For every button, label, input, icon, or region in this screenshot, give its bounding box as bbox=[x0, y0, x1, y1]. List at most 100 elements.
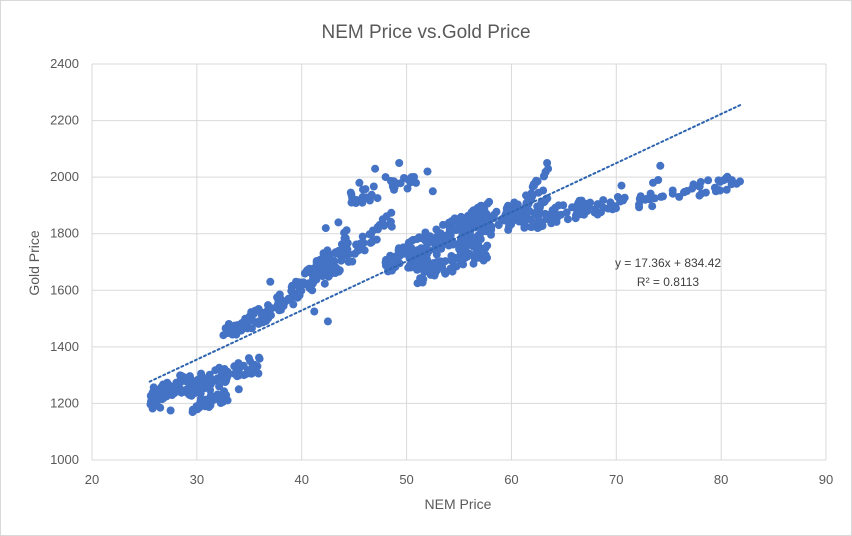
data-point bbox=[373, 225, 382, 234]
data-point bbox=[542, 194, 551, 203]
x-tick-label: 50 bbox=[399, 472, 413, 487]
data-point bbox=[321, 224, 330, 233]
data-point bbox=[234, 385, 243, 394]
x-axis-ticks: 20 30 40 50 60 70 80 90 bbox=[85, 472, 833, 487]
data-point bbox=[494, 220, 503, 229]
data-point bbox=[248, 364, 257, 373]
data-point bbox=[504, 225, 513, 234]
y-tick-label: 1000 bbox=[50, 452, 79, 467]
data-point bbox=[369, 182, 378, 191]
data-point bbox=[358, 232, 367, 241]
data-point bbox=[688, 184, 697, 193]
data-point bbox=[550, 208, 559, 217]
data-point bbox=[529, 180, 538, 189]
x-tick-label: 40 bbox=[294, 472, 308, 487]
data-point bbox=[310, 307, 319, 316]
y-tick-label: 2400 bbox=[50, 56, 79, 71]
data-point bbox=[220, 377, 229, 386]
data-point bbox=[194, 375, 203, 384]
data-point bbox=[417, 244, 426, 253]
data-point bbox=[468, 210, 477, 219]
data-point bbox=[293, 280, 301, 289]
data-point bbox=[279, 301, 288, 310]
data-point bbox=[635, 200, 643, 209]
data-point bbox=[387, 256, 396, 265]
y-tick-label: 1600 bbox=[50, 282, 79, 297]
x-tick-label: 80 bbox=[714, 472, 728, 487]
data-point bbox=[334, 218, 343, 227]
data-point bbox=[540, 171, 549, 180]
data-point bbox=[459, 260, 468, 269]
data-point bbox=[337, 256, 346, 265]
data-point bbox=[372, 235, 381, 244]
data-point bbox=[534, 212, 543, 221]
data-point bbox=[159, 383, 168, 391]
data-point bbox=[563, 215, 572, 224]
data-point bbox=[322, 262, 331, 271]
data-point bbox=[382, 212, 391, 221]
data-point bbox=[146, 391, 155, 400]
data-point bbox=[604, 204, 613, 213]
trendline-r-squared: R² = 0.8113 bbox=[637, 275, 699, 289]
y-axis-title: Gold Price bbox=[26, 230, 42, 296]
data-point bbox=[423, 167, 432, 176]
data-point bbox=[387, 222, 396, 231]
data-point bbox=[513, 200, 522, 209]
data-point bbox=[722, 185, 731, 194]
data-point bbox=[535, 203, 544, 212]
data-point bbox=[347, 198, 356, 207]
data-point bbox=[520, 223, 529, 232]
data-point bbox=[244, 354, 253, 363]
data-point bbox=[287, 287, 296, 296]
data-point bbox=[423, 260, 432, 269]
data-point bbox=[426, 232, 434, 241]
data-point bbox=[419, 275, 428, 284]
data-point bbox=[289, 300, 298, 309]
y-axis-ticks: 1000 1200 1400 1600 1800 2000 2200 2400 bbox=[50, 56, 79, 467]
data-point bbox=[371, 164, 380, 173]
data-point bbox=[395, 159, 404, 167]
data-point bbox=[541, 209, 550, 218]
data-point bbox=[599, 196, 608, 205]
data-point bbox=[585, 202, 593, 211]
data-point bbox=[343, 239, 352, 248]
data-point bbox=[168, 391, 177, 400]
data-point bbox=[403, 250, 412, 259]
data-point bbox=[593, 200, 602, 209]
x-tick-label: 30 bbox=[190, 472, 204, 487]
data-point bbox=[522, 199, 531, 208]
data-point bbox=[458, 242, 467, 251]
data-point bbox=[412, 178, 420, 187]
y-tick-label: 2200 bbox=[50, 113, 79, 128]
data-point bbox=[320, 279, 329, 288]
data-point bbox=[215, 365, 223, 374]
data-point bbox=[668, 189, 677, 198]
data-point bbox=[572, 211, 580, 220]
data-point bbox=[359, 185, 367, 194]
data-point bbox=[446, 231, 455, 240]
y-tick-label: 1400 bbox=[50, 339, 79, 354]
data-point bbox=[366, 238, 375, 247]
data-point bbox=[404, 175, 412, 184]
data-point bbox=[680, 188, 688, 197]
data-point bbox=[266, 277, 275, 286]
data-point bbox=[238, 319, 246, 327]
data-point bbox=[472, 245, 481, 254]
data-point bbox=[264, 301, 272, 310]
data-point bbox=[439, 220, 447, 229]
data-point bbox=[649, 178, 657, 187]
data-point bbox=[325, 250, 334, 259]
data-point bbox=[223, 324, 232, 333]
data-point bbox=[580, 210, 588, 219]
data-point bbox=[460, 254, 469, 263]
data-points bbox=[146, 159, 744, 417]
data-point bbox=[342, 226, 351, 235]
data-point bbox=[597, 208, 605, 217]
data-point bbox=[426, 268, 435, 277]
data-point bbox=[254, 369, 263, 378]
data-point bbox=[230, 369, 239, 378]
data-point bbox=[220, 387, 229, 396]
data-point bbox=[527, 189, 536, 198]
